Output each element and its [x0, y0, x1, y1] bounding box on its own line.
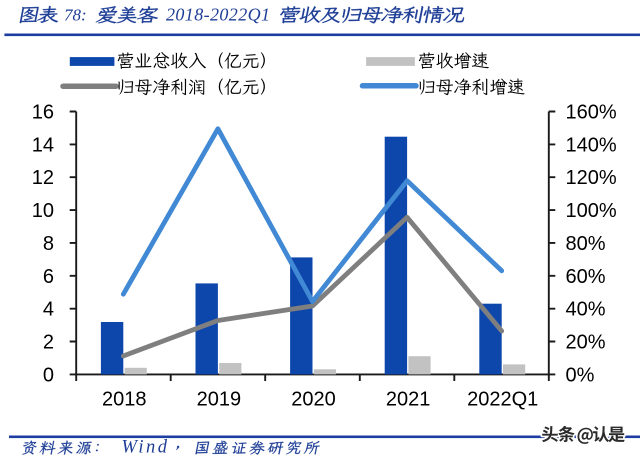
svg-text:2022Q1: 2022Q1 — [467, 388, 538, 410]
svg-text:Wind: Wind — [122, 438, 170, 458]
svg-text:2020: 2020 — [291, 388, 336, 410]
svg-text:16: 16 — [32, 102, 54, 124]
svg-text:2: 2 — [43, 332, 54, 354]
svg-text:0: 0 — [43, 364, 54, 386]
svg-text:2018: 2018 — [102, 388, 147, 410]
svg-text:2019: 2019 — [197, 388, 242, 410]
svg-text:0%: 0% — [566, 364, 595, 386]
svg-text:60%: 60% — [566, 266, 606, 288]
svg-text:160%: 160% — [566, 102, 617, 124]
svg-text:2021: 2021 — [386, 388, 431, 410]
svg-text:40%: 40% — [566, 299, 606, 321]
svg-text:4: 4 — [43, 299, 54, 321]
svg-text:10: 10 — [32, 200, 54, 222]
svg-text:12: 12 — [32, 167, 54, 189]
svg-text:78:: 78: — [64, 6, 87, 25]
svg-text:2018-2022Q1: 2018-2022Q1 — [166, 5, 270, 25]
svg-text:80%: 80% — [566, 233, 606, 255]
svg-text:100%: 100% — [566, 200, 617, 222]
svg-text:8: 8 — [43, 233, 54, 255]
svg-text:120%: 120% — [566, 167, 617, 189]
svg-text:14: 14 — [32, 134, 54, 156]
svg-text:140%: 140% — [566, 134, 617, 156]
svg-text:20%: 20% — [566, 332, 606, 354]
svg-text:6: 6 — [43, 266, 54, 288]
